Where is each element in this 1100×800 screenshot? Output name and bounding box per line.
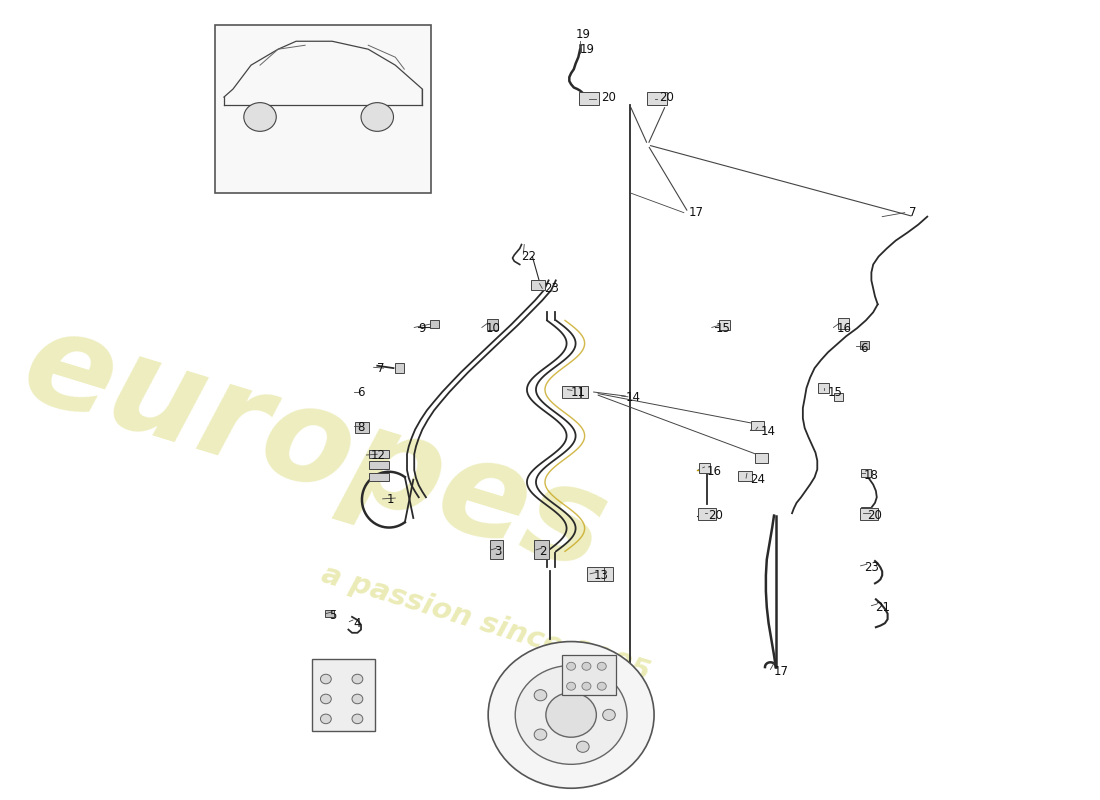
Text: 17: 17 — [774, 665, 789, 678]
Text: 20: 20 — [660, 90, 674, 103]
Bar — [719, 320, 729, 330]
Circle shape — [244, 102, 276, 131]
Circle shape — [576, 678, 590, 689]
Bar — [838, 318, 849, 329]
Circle shape — [582, 682, 591, 690]
Circle shape — [488, 642, 654, 788]
Bar — [860, 507, 871, 515]
Circle shape — [566, 662, 575, 670]
Circle shape — [535, 690, 547, 701]
Text: 9: 9 — [418, 322, 426, 334]
Text: 17: 17 — [689, 206, 703, 219]
Circle shape — [352, 694, 363, 704]
Bar — [604, 566, 613, 581]
Circle shape — [546, 693, 596, 738]
Bar — [324, 610, 334, 617]
Bar — [370, 462, 389, 470]
Bar — [490, 540, 503, 559]
Text: 16: 16 — [706, 466, 722, 478]
Text: 6: 6 — [358, 386, 365, 398]
Bar — [370, 473, 389, 481]
Bar — [698, 508, 716, 520]
Text: 18: 18 — [865, 470, 879, 482]
Circle shape — [320, 714, 331, 724]
Bar — [860, 470, 871, 478]
Bar — [354, 422, 370, 433]
Text: 13: 13 — [594, 569, 608, 582]
Bar — [751, 421, 764, 430]
Bar — [581, 386, 589, 398]
Text: 1: 1 — [386, 493, 394, 506]
Bar — [562, 386, 580, 398]
Circle shape — [566, 682, 575, 690]
Text: 12: 12 — [371, 450, 386, 462]
Text: 21: 21 — [874, 601, 890, 614]
Bar — [312, 659, 375, 731]
Text: 16: 16 — [837, 322, 852, 334]
Text: 23: 23 — [865, 561, 879, 574]
Text: 19: 19 — [575, 28, 591, 42]
Text: 15: 15 — [828, 386, 843, 398]
Circle shape — [515, 666, 627, 764]
Circle shape — [597, 682, 606, 690]
Circle shape — [352, 674, 363, 684]
Bar — [700, 463, 710, 473]
Text: 20: 20 — [867, 509, 882, 522]
Bar — [647, 92, 667, 105]
Bar — [738, 470, 752, 481]
Circle shape — [352, 714, 363, 724]
Text: 15: 15 — [715, 322, 730, 334]
Bar — [530, 281, 544, 290]
Bar — [835, 393, 844, 401]
Text: 8: 8 — [358, 422, 365, 434]
Bar — [370, 450, 389, 458]
Text: 20: 20 — [708, 509, 723, 522]
Circle shape — [582, 662, 591, 670]
Bar — [580, 92, 600, 105]
Bar — [430, 320, 439, 328]
Text: 3: 3 — [495, 545, 502, 558]
Bar — [535, 540, 549, 559]
Circle shape — [576, 741, 590, 752]
Bar — [587, 566, 607, 581]
Text: 4: 4 — [353, 617, 361, 630]
Bar — [755, 454, 768, 463]
Text: europes: europes — [8, 299, 620, 597]
Text: 6: 6 — [860, 342, 867, 354]
Circle shape — [361, 102, 394, 131]
Text: 22: 22 — [521, 250, 537, 263]
Bar — [214, 26, 431, 193]
Text: 7: 7 — [377, 362, 385, 374]
Circle shape — [603, 710, 615, 721]
Bar — [818, 383, 829, 393]
Text: 14: 14 — [760, 426, 775, 438]
Text: 11: 11 — [571, 386, 586, 398]
Bar — [487, 318, 498, 330]
Bar — [860, 508, 878, 520]
Bar — [395, 363, 405, 373]
Text: 2: 2 — [540, 545, 547, 558]
Circle shape — [597, 662, 606, 670]
Text: 23: 23 — [544, 282, 559, 295]
Text: 5: 5 — [330, 609, 337, 622]
Bar — [860, 341, 869, 349]
Text: 24: 24 — [750, 474, 764, 486]
Circle shape — [535, 729, 547, 740]
Text: 10: 10 — [485, 322, 501, 334]
Circle shape — [320, 674, 331, 684]
Text: 20: 20 — [601, 90, 616, 103]
Circle shape — [320, 694, 331, 704]
Text: 14: 14 — [625, 391, 640, 404]
Text: 7: 7 — [910, 206, 916, 219]
Bar — [562, 655, 616, 695]
Text: a passion since 1985: a passion since 1985 — [318, 560, 653, 686]
Text: 19: 19 — [580, 42, 595, 56]
